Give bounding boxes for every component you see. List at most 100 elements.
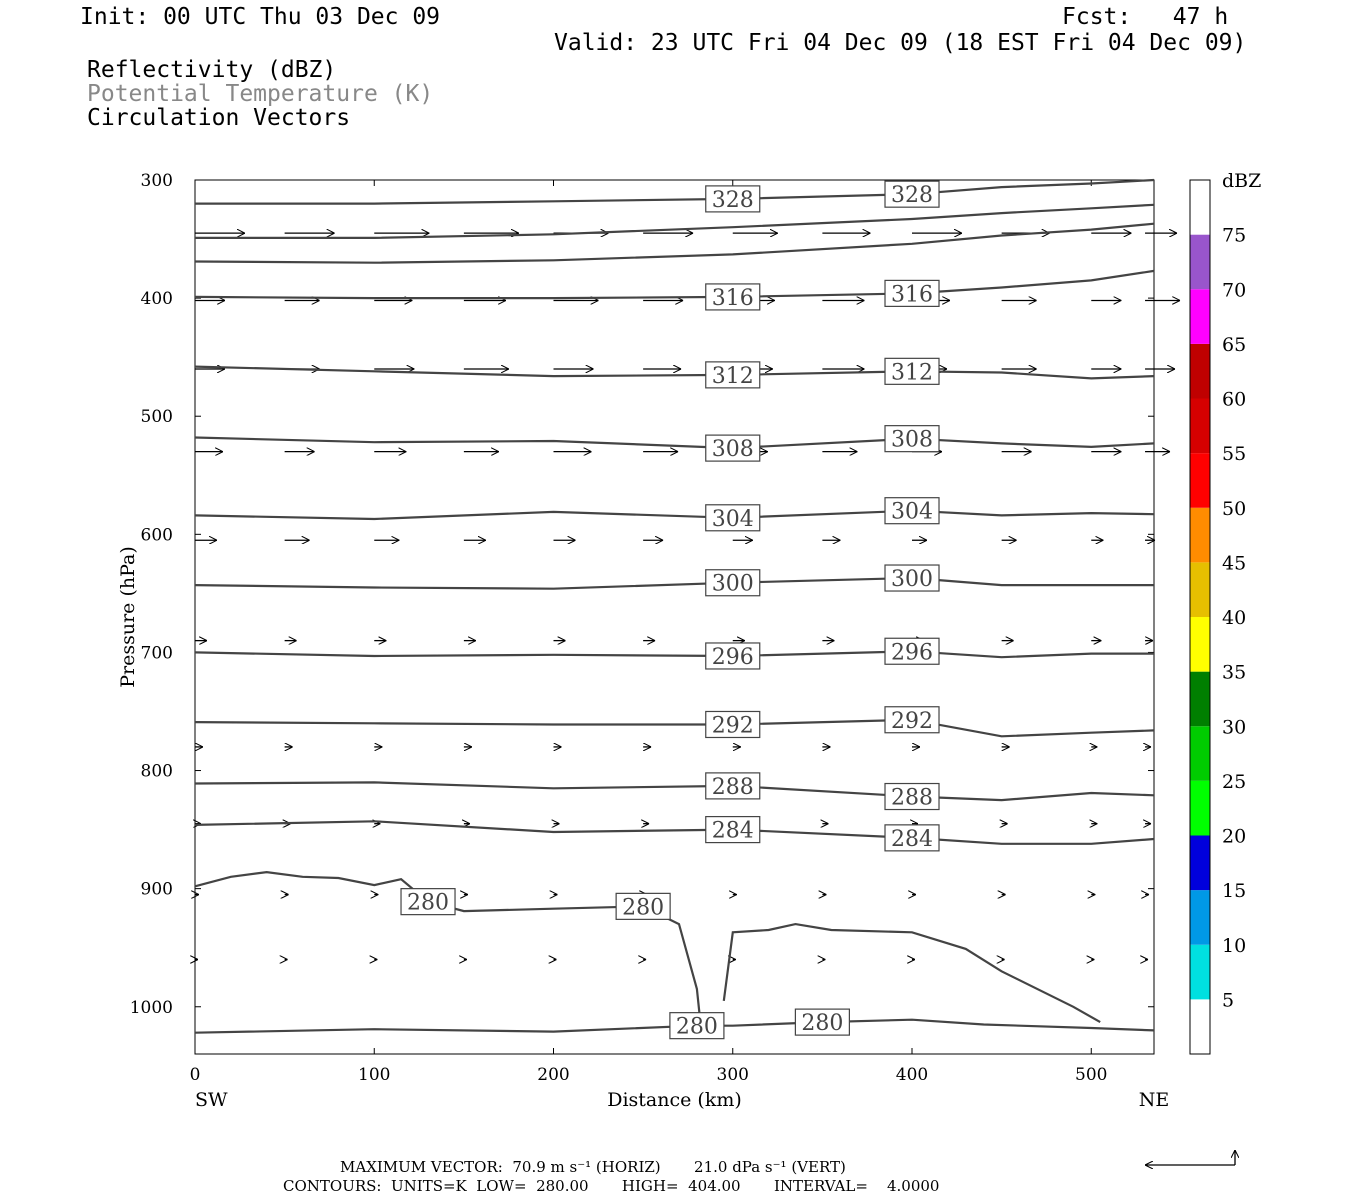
isentrope-284 [194,820,1155,845]
colorbar-label: 55 [1222,443,1246,465]
colorbar-label: 75 [1222,225,1246,247]
contour-label: 296 [891,640,933,665]
contour-label-box [705,772,761,800]
isentrope-unlabeled [722,922,1101,1024]
colorbar-label: 50 [1222,498,1246,520]
colorbar-segment [1190,562,1210,617]
y-tick-label: 500 [141,407,173,427]
contour-label: 312 [891,360,933,385]
contour-label-box [705,815,761,844]
x-tick-label: 400 [896,1065,928,1085]
contour-label: 304 [891,500,933,525]
isentrope-280 [194,1018,1155,1034]
contour-label: 312 [712,364,754,389]
isentrope-312 [194,365,1155,380]
isentrope-296 [194,650,1154,659]
isentrope-304 [194,509,1155,521]
contour-label-box [705,569,761,597]
colorbar-segment [1190,890,1210,945]
x-axis-label: Distance (km) [607,1089,742,1111]
contour-label: 296 [712,645,754,670]
field-circulation-vectors: Circulation Vectors [87,105,351,131]
y-tick-label: 300 [141,171,173,191]
contour-label: 284 [891,827,933,852]
contour-label-box [705,361,761,389]
isentrope-292 [194,718,1155,738]
contour-label-box [705,504,761,532]
x-tick-label: 100 [358,1065,390,1085]
contour-label-box [884,279,940,307]
colorbar-label: 70 [1222,279,1246,301]
colorbar-segment [1190,944,1210,1000]
contour-label: 284 [712,819,754,844]
colorbar-label: 30 [1222,716,1246,738]
colorbar-segment [1190,726,1210,781]
field-reflectivity: Reflectivity (dBZ) [87,57,337,83]
contour-label-box [884,782,940,811]
contour-label: 304 [712,507,754,532]
isentrope-316 [194,269,1155,300]
colorbar-segment [1190,343,1210,399]
colorbar-label: 45 [1222,552,1246,574]
colorbar-segment [1190,835,1210,891]
contour-label-box [705,434,761,462]
colorbar-segment [1190,453,1210,508]
contour-label-box [884,425,940,453]
x-tick-label: 300 [717,1065,749,1085]
contour-info: CONTOURS: UNITS=K LOW= 280.00 HIGH= 404.… [283,1177,940,1195]
contour-label-box [705,185,761,213]
contour-label: 292 [891,709,933,734]
contour-label-box [884,706,940,734]
isentrope-308 [194,436,1155,450]
contour-label-box [884,357,940,385]
contour-label: 300 [712,572,754,597]
y-tick-label: 400 [141,289,173,309]
x-tick-label: 500 [1075,1065,1107,1085]
colorbar-label: 40 [1222,607,1246,629]
field-potential-temperature: Potential Temperature (K) [87,81,434,107]
x-end-label-sw: SW [195,1089,228,1111]
colorbar-segment [1190,507,1210,563]
x-tick-label: 200 [537,1065,569,1085]
contour-label-box [705,710,761,739]
colorbar-unit: dBZ [1222,170,1261,192]
contour-label-box [884,824,940,852]
init-time: Init: 00 UTC Thu 03 Dec 09 [80,4,441,30]
contour-label-box [705,283,761,311]
contour-label: 316 [891,282,933,307]
colorbar-label: 10 [1222,935,1246,957]
y-tick-label: 900 [141,880,173,900]
colorbar-segment [1190,780,1210,836]
contour-label: 280 [407,891,449,916]
contour-label-box [400,888,456,916]
isentrope-300 [194,576,1154,590]
contour-label: 280 [676,1015,718,1040]
isentrope-288 [194,781,1155,802]
contour-label: 280 [622,895,664,920]
contour-label-box [884,497,940,525]
contour-label: 328 [891,183,933,208]
valid-time: Valid: 23 UTC Fri 04 Dec 09 (18 EST Fri … [554,30,1247,56]
contour-label: 328 [712,188,754,213]
colorbar-segment [1190,234,1210,290]
y-tick-label: 600 [141,525,173,545]
contour-label-box [705,642,761,670]
max-vector-note: MAXIMUM VECTOR: 70.9 m s⁻¹ (HORIZ) 21.0 … [340,1158,846,1176]
x-end-label-ne: NE [1139,1089,1170,1111]
plot-frame [194,179,1155,1055]
contour-label-box [884,564,940,592]
contour-label-box [884,637,940,665]
colorbar-segment [1190,289,1210,344]
contour-label-box [884,180,940,208]
contour-label: 300 [891,567,933,592]
contour-label-box [615,892,671,920]
colorbar-label: 15 [1222,880,1246,902]
y-axis-label: Pressure (hPa) [117,546,139,688]
isentrope-unlabeled [194,222,1155,264]
contour-label-box [794,1008,850,1036]
contour-label: 280 [801,1011,843,1036]
colorbar-frame [1189,179,1211,1055]
contour-label: 308 [891,428,933,453]
colorbar-segment [1190,999,1210,1054]
